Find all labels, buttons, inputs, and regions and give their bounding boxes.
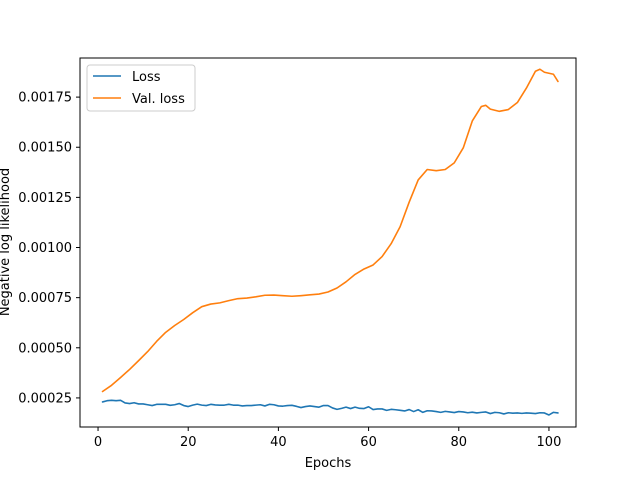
x-tick-label: 60	[360, 435, 377, 450]
y-tick-label: 0.00075	[18, 291, 72, 306]
legend-label-val-loss: Val. loss	[132, 92, 185, 107]
plot-frame	[79, 57, 577, 428]
y-tick-label: 0.00175	[18, 91, 72, 106]
series-line-val-loss	[101, 68, 559, 393]
y-tick-label: 0.00100	[18, 241, 72, 256]
y-tick-label: 0.00025	[18, 391, 72, 406]
x-tick-label: 20	[180, 435, 197, 450]
y-tick-label: 0.00125	[18, 191, 72, 206]
y-axis: 0.00025 0.00050 0.00075 0.00100 0.00125 0.001…	[18, 91, 80, 406]
x-tick-label: 100	[537, 435, 562, 450]
x-tick-label: 80	[450, 435, 467, 450]
y-tick-label: 0.00050	[18, 341, 72, 356]
series-line-loss	[101, 399, 559, 416]
y-axis-label: Negative log likelihood	[0, 168, 13, 316]
y-tick-label: 0.00150	[18, 141, 72, 156]
x-axis: 0 20 40 60 80 100	[94, 427, 561, 450]
legend-label-loss: Loss	[132, 70, 161, 85]
x-axis-label: Epochs	[305, 456, 352, 471]
legend: Loss Val. loss	[86, 64, 196, 112]
series-layer	[101, 68, 559, 416]
x-tick-label: 0	[94, 435, 102, 450]
x-tick-label: 40	[270, 435, 287, 450]
